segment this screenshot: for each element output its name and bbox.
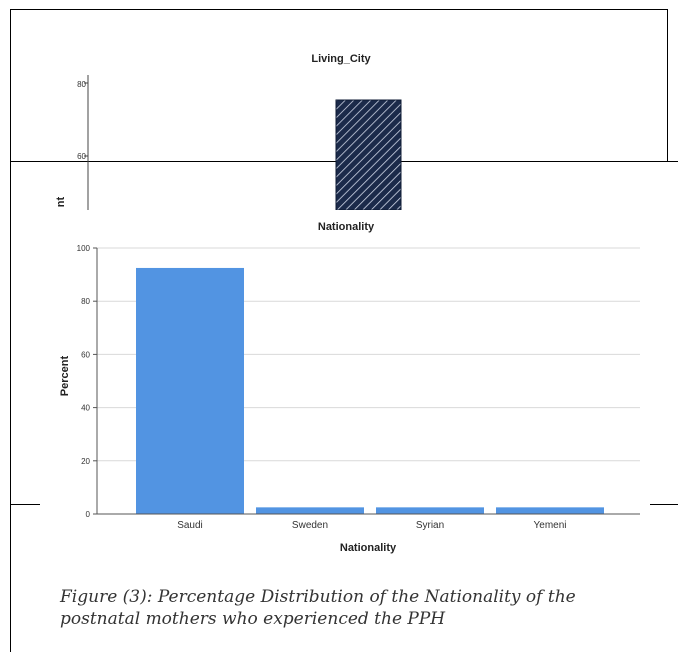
bar-yemeni <box>496 507 604 514</box>
y-tick-label: 40 <box>81 404 90 413</box>
x-tick-label-yemeni: Yemeni <box>534 520 567 531</box>
y-tick-label: 0 <box>86 510 91 519</box>
x-tick-label-sweden: Sweden <box>292 520 328 531</box>
background-chart-bar <box>335 99 402 210</box>
y-axis-ticks: 0 20 40 60 80 100 <box>77 244 97 519</box>
x-tick-label-syrian: Syrian <box>416 520 444 531</box>
nationality-chart: Nationality 0 20 40 60 80 100 Saudi Sweden Syri… <box>40 210 650 560</box>
background-chart-ylabel-fragment: nt <box>55 196 67 207</box>
y-tick-label: 20 <box>81 457 90 466</box>
bar-saudi <box>136 267 244 514</box>
x-tick-label-saudi: Saudi <box>177 520 203 531</box>
y-tick-label: 80 <box>81 297 90 306</box>
background-chart-tick-label-60: 60 <box>77 152 86 161</box>
frame-left-border <box>10 9 11 652</box>
y-tick-label: 100 <box>77 244 91 253</box>
x-tick-labels: Saudi Sweden Syrian Yemeni <box>177 520 566 531</box>
background-chart-tick-label-80: 80 <box>77 80 86 89</box>
bar-syrian <box>376 507 484 514</box>
figure-caption: Figure (3): Percentage Distribution of t… <box>60 587 576 629</box>
frame-right-border-top <box>667 9 668 161</box>
bar-sweden <box>256 507 364 514</box>
frame-top-border <box>10 9 668 10</box>
y-axis-title: Percent <box>59 355 71 396</box>
background-chart-title: Living_City <box>311 53 371 65</box>
bars <box>136 267 604 514</box>
x-axis-title: Nationality <box>340 542 397 554</box>
y-tick-label: 60 <box>81 350 90 359</box>
frame-lower-rule-right <box>645 504 678 505</box>
chart-title: Nationality <box>318 221 375 233</box>
frame-lower-rule-left <box>10 504 48 505</box>
background-chart: Living_City 80 60 nt <box>55 53 402 210</box>
